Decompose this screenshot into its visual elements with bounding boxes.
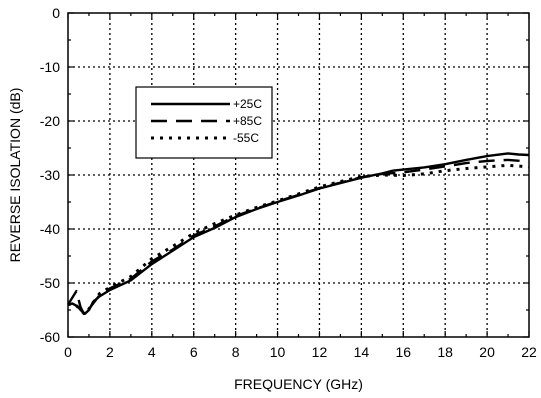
ticks <box>67 12 530 338</box>
x-tick-label: 12 <box>312 344 328 360</box>
x-tick-label: 4 <box>148 344 156 360</box>
series-line-55c <box>67 163 530 316</box>
x-tick-label: 10 <box>270 344 286 360</box>
x-tick-labels: 0 2 4 6 8 10 12 14 16 18 20 22 <box>64 344 537 360</box>
x-tick-label: 2 <box>106 344 114 360</box>
legend-label: +85C <box>233 114 262 128</box>
legend-box <box>135 86 273 159</box>
y-tick-label: -20 <box>40 113 60 129</box>
y-tick-label: -30 <box>40 167 60 183</box>
x-axis-title: FREQUENCY (GHz) <box>234 376 363 392</box>
x-tick-label: 0 <box>64 344 72 360</box>
legend-label: -55C <box>233 131 259 145</box>
x-tick-label: 22 <box>521 344 537 360</box>
y-axis-title: REVERSE ISOLATION (dB) <box>7 88 23 263</box>
y-tick-labels: 0 -10 -20 -30 -40 -50 -60 <box>40 5 60 345</box>
x-tick-label: 6 <box>190 344 198 360</box>
x-tick-label: 16 <box>395 344 411 360</box>
y-tick-label: 0 <box>52 5 60 21</box>
grid <box>68 13 529 337</box>
series-lines <box>66 152 530 317</box>
y-tick-label: -40 <box>40 221 60 237</box>
y-tick-label: -10 <box>40 59 60 75</box>
x-tick-label: 18 <box>437 344 453 360</box>
legend: +25C +85C -55C <box>135 86 273 159</box>
series-line-25c <box>67 152 530 315</box>
y-tick-label: -60 <box>40 329 60 345</box>
legend-label: +25C <box>233 97 262 111</box>
x-tick-label: 8 <box>232 344 240 360</box>
series-line-85c <box>66 158 530 317</box>
x-tick-label: 14 <box>354 344 370 360</box>
x-tick-label: 20 <box>479 344 495 360</box>
y-tick-label: -50 <box>40 275 60 291</box>
